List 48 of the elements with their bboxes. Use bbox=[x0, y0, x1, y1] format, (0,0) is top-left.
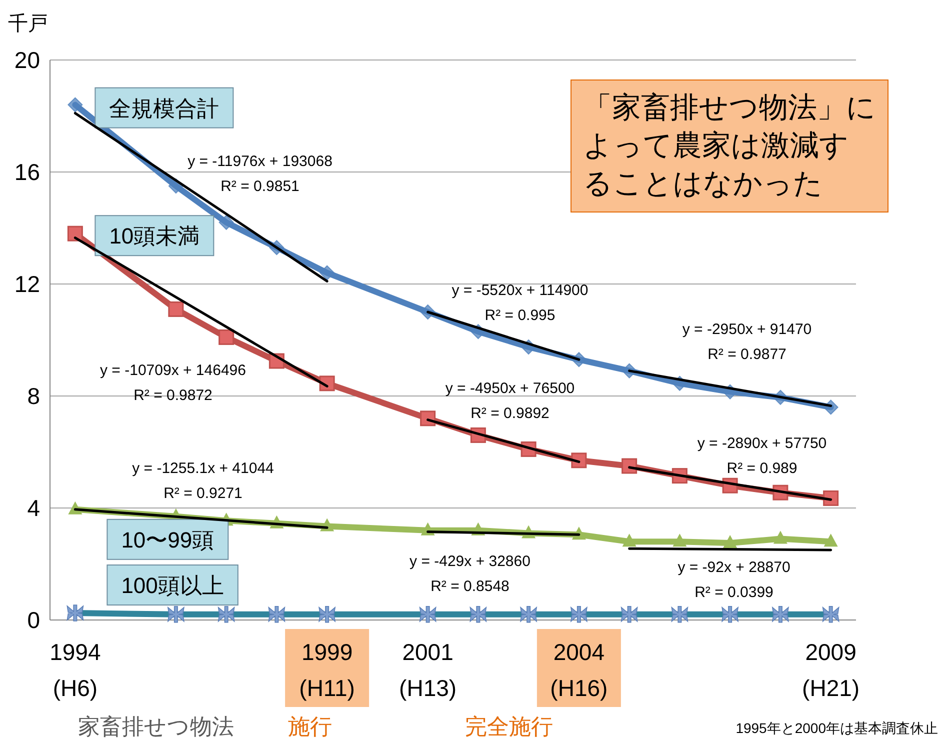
x-tick-label: 2009 bbox=[805, 639, 856, 665]
series-label: 100頭以上 bbox=[106, 564, 238, 606]
annotation: R² = 0.9851 bbox=[220, 178, 300, 195]
text: (H21) bbox=[802, 675, 860, 701]
annotation: R² = 0.995 bbox=[484, 307, 556, 324]
y-tick-label: 16 bbox=[14, 159, 40, 185]
annotation: 「家畜排せつ物法」によって農家は激減することはなかった bbox=[583, 92, 876, 200]
y-tick-label: 0 bbox=[27, 607, 40, 633]
text: 完全施行 bbox=[465, 714, 553, 739]
series-label: 全規模合計 bbox=[94, 87, 234, 128]
text: (H11) bbox=[299, 675, 355, 701]
text: 施行 bbox=[288, 714, 332, 739]
series-label: 10頭未満 bbox=[94, 215, 214, 256]
y-tick-label: 8 bbox=[27, 383, 40, 409]
text: 1995年と2000年は基本調査休止 bbox=[736, 720, 938, 736]
annotation: R² = 0.8548 bbox=[430, 578, 510, 595]
annotation: R² = 0.9877 bbox=[708, 346, 786, 363]
text: (H13) bbox=[399, 675, 457, 701]
series-label: 10〜99頭 bbox=[121, 527, 214, 552]
annotation: y = -5520x + 114900 bbox=[452, 282, 588, 299]
x-tick-label: 2004 bbox=[553, 639, 605, 665]
annotation: y = -92x + 28870 bbox=[678, 559, 790, 576]
x-tick-label: 1999 bbox=[301, 639, 353, 665]
y-axis-title: 千戸 bbox=[8, 13, 48, 35]
series-label: 全規模合計 bbox=[109, 96, 220, 121]
series-label: 10頭未満 bbox=[109, 224, 200, 249]
y-tick-label: 12 bbox=[14, 271, 40, 297]
series-label: 10〜99頭 bbox=[106, 518, 229, 560]
annotation: R² = 0.0399 bbox=[694, 584, 774, 601]
x-tick-label: 1994 bbox=[50, 639, 101, 665]
text: (H16) bbox=[550, 675, 608, 701]
text: (H6) bbox=[52, 675, 98, 701]
annotation: y = -429x + 32860 bbox=[410, 553, 530, 570]
y-tick-label: 4 bbox=[27, 495, 40, 521]
annotation: R² = 0.9271 bbox=[164, 485, 242, 502]
series-label: 100頭以上 bbox=[121, 573, 224, 598]
annotation: y = -11976x + 193068 bbox=[188, 153, 332, 170]
text: 家畜排せつ物法 bbox=[78, 714, 234, 739]
annotation: R² = 0.9892 bbox=[470, 405, 550, 422]
x-tick-label: 2001 bbox=[402, 639, 454, 665]
y-tick-label: 20 bbox=[14, 47, 40, 73]
annotation: y = -2890x + 57750 bbox=[697, 435, 827, 452]
annotation: y = -10709x + 146496 bbox=[100, 362, 246, 379]
annotation: R² = 0.9872 bbox=[134, 387, 212, 404]
annotation: y = -1255.1x + 41044 bbox=[132, 460, 274, 477]
annotation: R² = 0.989 bbox=[726, 460, 798, 477]
annotation: y = -4950x + 76500 bbox=[445, 380, 575, 397]
annotation: y = -2950x + 91470 bbox=[682, 321, 812, 338]
